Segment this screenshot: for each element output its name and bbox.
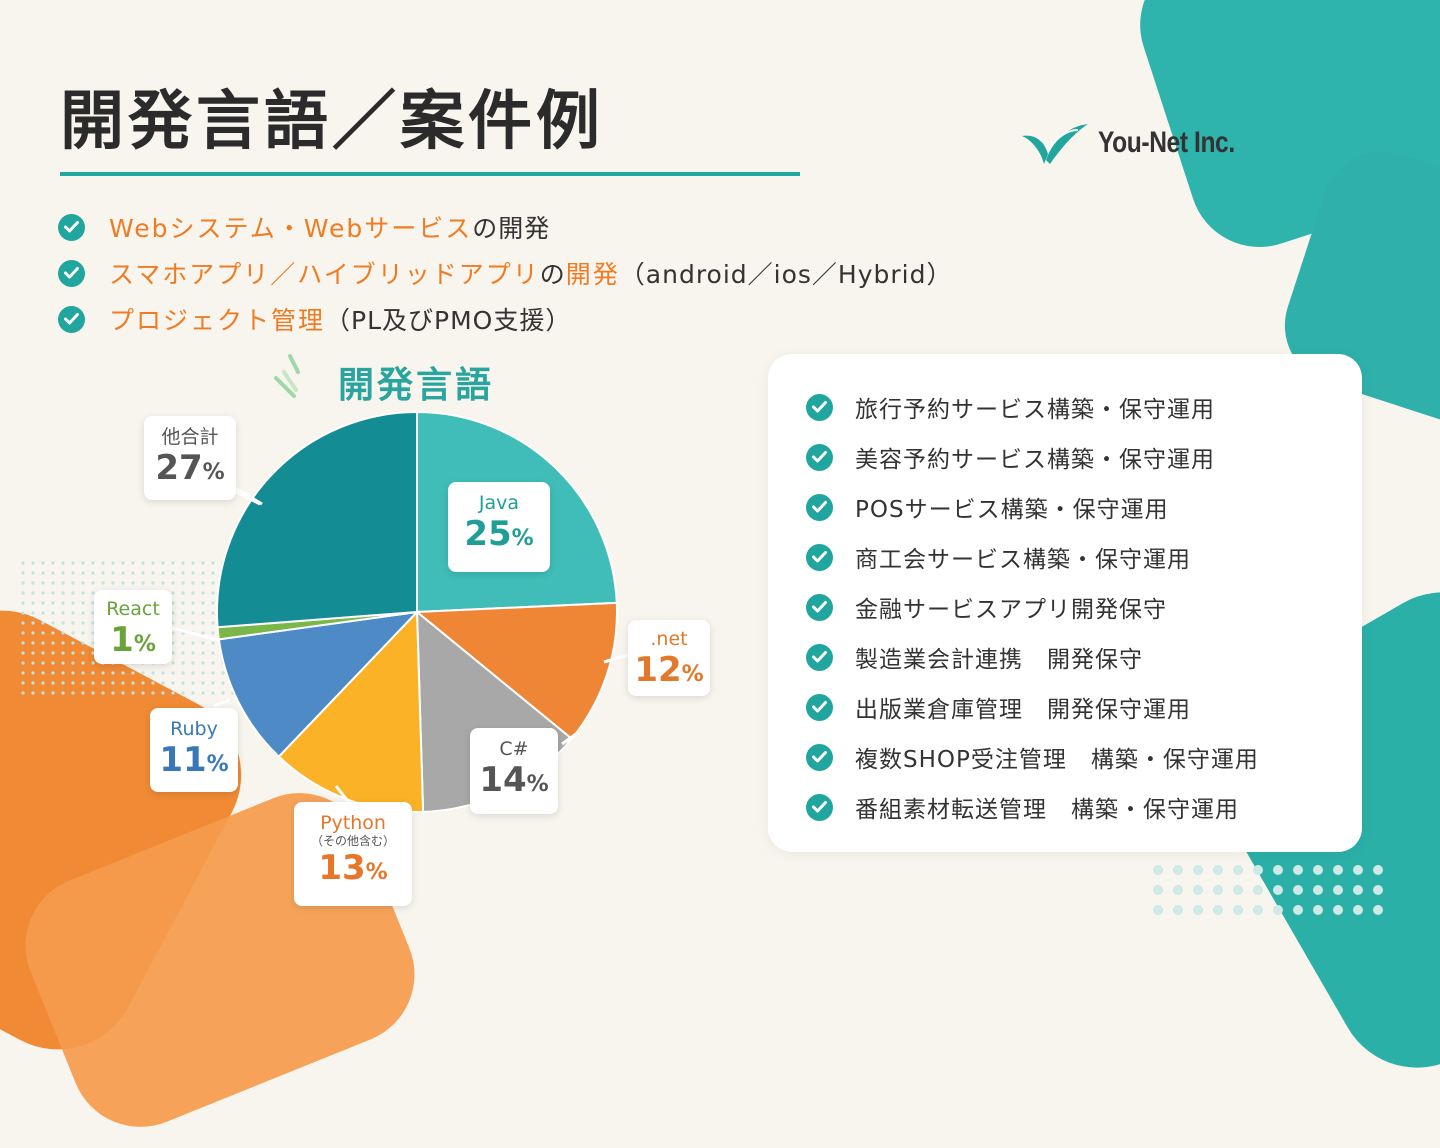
slice-percent: 1% — [94, 620, 172, 665]
percent-unit: % — [681, 662, 704, 687]
slice-label-python: Python （その他含む） 13% — [294, 802, 412, 906]
slice-value: 25 — [464, 514, 512, 554]
label-pointer — [171, 626, 219, 642]
project-item-label: 製造業会計連携 開発保守 — [855, 647, 1143, 673]
slice-name: React — [106, 598, 160, 620]
check-circle-icon — [806, 593, 833, 621]
slice-value: 1 — [110, 620, 134, 660]
label-pointer — [603, 653, 629, 664]
project-item: 旅行予約サービス構築・保守運用 — [806, 382, 1259, 432]
slice-percent: 12% — [628, 650, 710, 695]
project-item: 出版業倉庫管理 開発保守運用 — [806, 682, 1259, 732]
check-circle-icon — [806, 743, 833, 771]
service-bullet: スマホアプリ／ハイブリッドアプリ の 開発 （android／ios／Hybri… — [58, 250, 953, 296]
project-item: POSサービス構築・保守運用 — [806, 482, 1259, 532]
pie-slice-ruby — [217, 610, 420, 759]
slice-label-dotnet: .net 12% — [628, 620, 710, 696]
project-list-card: 旅行予約サービス構築・保守運用 美容予約サービス構築・保守運用 POSサービス構築・… — [768, 354, 1362, 852]
label-pointer — [334, 785, 352, 805]
bullet-highlight: スマホアプリ／ハイブリッドアプリ — [109, 260, 540, 289]
leaf-logo-icon — [1022, 124, 1088, 164]
slice-value: 14 — [479, 760, 527, 800]
slice-name: C# — [499, 738, 529, 760]
percent-unit: % — [206, 752, 229, 777]
project-item-label: 金融サービスアプリ開発保守 — [855, 597, 1167, 623]
bullet-highlight: プロジェクト管理 — [109, 306, 326, 335]
project-item: 金融サービスアプリ開発保守 — [806, 582, 1259, 632]
slice-value: 11 — [159, 740, 207, 780]
percent-unit: % — [511, 526, 534, 551]
check-circle-icon — [806, 693, 833, 721]
slice-name: Python — [320, 812, 386, 834]
project-item-label: 美容予約サービス構築・保守運用 — [855, 447, 1215, 473]
bullet-text: （PL及びPMO支援） — [325, 306, 572, 335]
slice-label-react: React 1% — [94, 590, 172, 664]
pie-slice- — [216, 410, 418, 629]
service-bullet: Webシステム・Webサービス の開発 — [58, 204, 953, 250]
slice-sublabel: （その他含む） — [310, 834, 395, 848]
check-circle-icon — [806, 393, 833, 421]
slice-percent: 13% — [294, 848, 412, 893]
label-pointer — [213, 698, 231, 708]
chart-title: 開発言語 — [338, 365, 495, 406]
project-item-label: 商工会サービス構築・保守運用 — [855, 547, 1191, 573]
project-item-label: 複数SHOP受注管理 構築・保守運用 — [855, 747, 1259, 773]
title-underline — [60, 172, 800, 176]
slice-percent: 27% — [144, 448, 236, 493]
percent-unit: % — [526, 772, 549, 797]
check-circle-icon — [58, 305, 85, 333]
bullet-text: （android／ios／Hybrid） — [619, 260, 953, 289]
project-item-label: POSサービス構築・保守運用 — [855, 497, 1169, 523]
slice-value: 12 — [634, 650, 682, 690]
slice-name: Java — [478, 492, 520, 514]
slice-label-csharp: C# 14% — [470, 728, 558, 814]
decor-dots-right — [1150, 862, 1390, 922]
project-item: 美容予約サービス構築・保守運用 — [806, 432, 1259, 482]
project-item: 製造業会計連携 開発保守 — [806, 632, 1259, 682]
slice-label-others: 他合計 27% — [144, 416, 236, 500]
check-circle-icon — [806, 543, 833, 571]
slice-percent: 25% — [448, 514, 550, 559]
percent-unit: % — [202, 460, 225, 485]
slice-name: .net — [650, 628, 688, 650]
check-circle-icon — [806, 793, 833, 821]
label-pointer — [561, 732, 577, 746]
slice-name: Ruby — [170, 718, 218, 740]
service-bullets: Webシステム・Webサービス の開発 スマホアプリ／ハイブリッドアプリ の 開… — [58, 204, 953, 342]
slice-value: 13 — [318, 848, 366, 888]
check-circle-icon — [806, 643, 833, 671]
project-list: 旅行予約サービス構築・保守運用 美容予約サービス構築・保守運用 POSサービス構築・… — [806, 382, 1259, 832]
page-title: 開発言語／案件例 — [60, 85, 604, 159]
slice-value: 27 — [155, 448, 203, 488]
bullet-highlight: 開発 — [565, 260, 620, 289]
slice-label-java: Java 25% — [448, 482, 550, 572]
slice-label-ruby: Ruby 11% — [150, 708, 238, 792]
project-item-label: 出版業倉庫管理 開発保守運用 — [855, 697, 1191, 723]
slice-percent: 14% — [470, 760, 558, 805]
percent-unit: % — [133, 632, 156, 657]
logo-text: You-Net Inc. — [1098, 126, 1235, 159]
slice-percent: 11% — [150, 740, 238, 785]
project-item: 商工会サービス構築・保守運用 — [806, 532, 1259, 582]
check-circle-icon — [806, 493, 833, 521]
pie-slice-net — [414, 601, 618, 741]
service-bullet: プロジェクト管理 （PL及びPMO支援） — [58, 296, 953, 342]
company-logo: You-Net Inc. — [1020, 118, 1265, 168]
label-pointer — [235, 490, 261, 506]
project-item: 番組素材転送管理 構築・保守運用 — [806, 782, 1259, 832]
slice-name: 他合計 — [161, 426, 219, 448]
percent-unit: % — [365, 860, 388, 885]
project-item-label: 旅行予約サービス構築・保守運用 — [855, 397, 1215, 423]
bullet-text: の開発 — [472, 214, 551, 243]
project-item: 複数SHOP受注管理 構築・保守運用 — [806, 732, 1259, 782]
check-circle-icon — [58, 213, 85, 241]
sparkle-icon — [274, 354, 300, 398]
bullet-text: の — [539, 260, 566, 289]
check-circle-icon — [806, 443, 833, 471]
project-item-label: 番組素材転送管理 構築・保守運用 — [855, 797, 1239, 823]
check-circle-icon — [58, 259, 85, 287]
bullet-highlight: Webシステム・Webサービス — [109, 214, 473, 243]
